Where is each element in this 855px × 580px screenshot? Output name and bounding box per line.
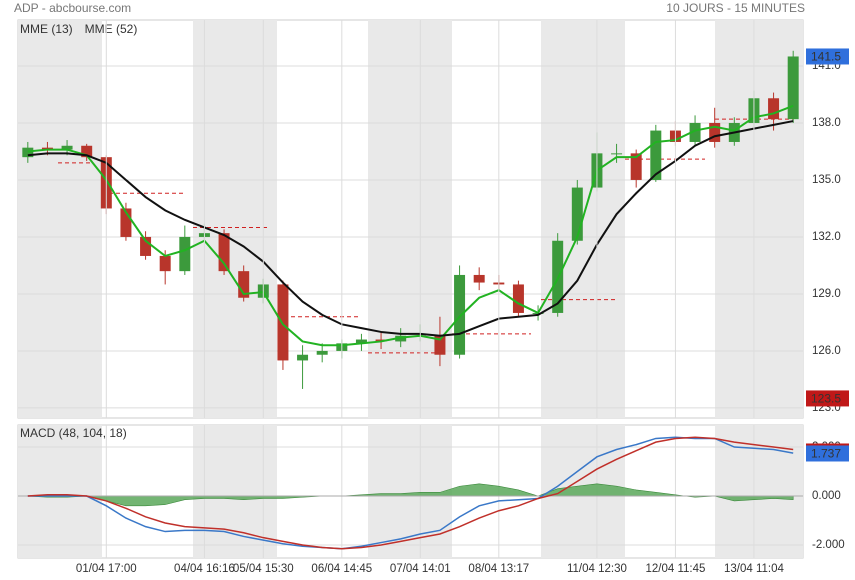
last-price-box <box>806 48 849 65</box>
chart-title: ADP - abcbourse.com <box>14 1 131 15</box>
low-price-box <box>806 390 849 407</box>
candle-body <box>140 236 152 256</box>
macd-line <box>27 436 794 550</box>
macd-last-topline <box>806 443 849 446</box>
candle-body <box>473 274 485 283</box>
x-tick-label: 04/04 16:16 <box>174 563 235 575</box>
low-price-label: 123.5 <box>811 392 841 406</box>
day-shade <box>18 20 102 418</box>
panel-title: MACD (48, 104, 18) <box>20 426 127 440</box>
moving-average <box>27 104 794 347</box>
legend-entry: MME (13) <box>20 22 73 36</box>
macd-histogram <box>27 483 794 507</box>
macd-line <box>27 436 794 550</box>
x-tick-label: 11/04 12:30 <box>567 563 627 575</box>
day-shade <box>193 20 277 418</box>
y-tick-label: 132.0 <box>812 231 841 243</box>
y-tick-label: 138.0 <box>812 117 841 129</box>
candle-body <box>297 354 309 361</box>
y-tick-label: 135.0 <box>812 174 841 186</box>
candle-body <box>81 145 93 158</box>
candle-body <box>159 255 171 272</box>
candle-body <box>238 271 250 298</box>
macd-last-label: 1.737 <box>811 447 841 461</box>
x-tick-label: 01/04 17:00 <box>76 563 137 575</box>
x-tick-label: 07/04 14:01 <box>390 563 451 575</box>
candle-body <box>709 122 721 142</box>
day-shade <box>18 425 102 558</box>
candle-body <box>650 130 662 180</box>
x-tick-label: 08/04 13:17 <box>468 563 529 575</box>
candle-body <box>454 274 466 355</box>
candle-body <box>61 145 73 150</box>
x-tick-label: 13/04 11:04 <box>724 563 785 575</box>
macd-last-box <box>806 445 849 462</box>
legend-entry: MME (52) <box>85 22 138 36</box>
y-tick-label: 126.0 <box>812 345 841 357</box>
last-price-label: 141.5 <box>811 50 841 64</box>
candle-body <box>316 350 328 355</box>
candle-body <box>630 153 642 180</box>
candle-body <box>611 153 623 155</box>
candle-body <box>571 187 583 241</box>
x-tick-label: 05/04 15:30 <box>233 563 294 575</box>
candle-body <box>120 208 132 237</box>
candle-body <box>689 122 701 142</box>
day-shade <box>368 425 452 558</box>
day-shade <box>368 20 452 418</box>
candle-body <box>355 339 367 344</box>
y-tick-label: -2.000 <box>812 539 845 551</box>
candle-body <box>768 98 780 120</box>
candle-body <box>22 147 34 158</box>
candle-body <box>434 335 446 355</box>
y-tick-label: 129.0 <box>812 288 841 300</box>
y-tick-label: 0.000 <box>812 490 841 502</box>
candle-body <box>512 284 524 313</box>
x-tick-label: 12/04 11:45 <box>645 563 705 575</box>
candle-body <box>218 233 230 272</box>
x-tick-label: 06/04 14:45 <box>311 563 372 575</box>
candle-body <box>179 236 191 272</box>
moving-average <box>27 120 794 337</box>
candle-body <box>787 56 799 120</box>
chart-subtitle: 10 JOURS - 15 MINUTES <box>666 1 805 15</box>
